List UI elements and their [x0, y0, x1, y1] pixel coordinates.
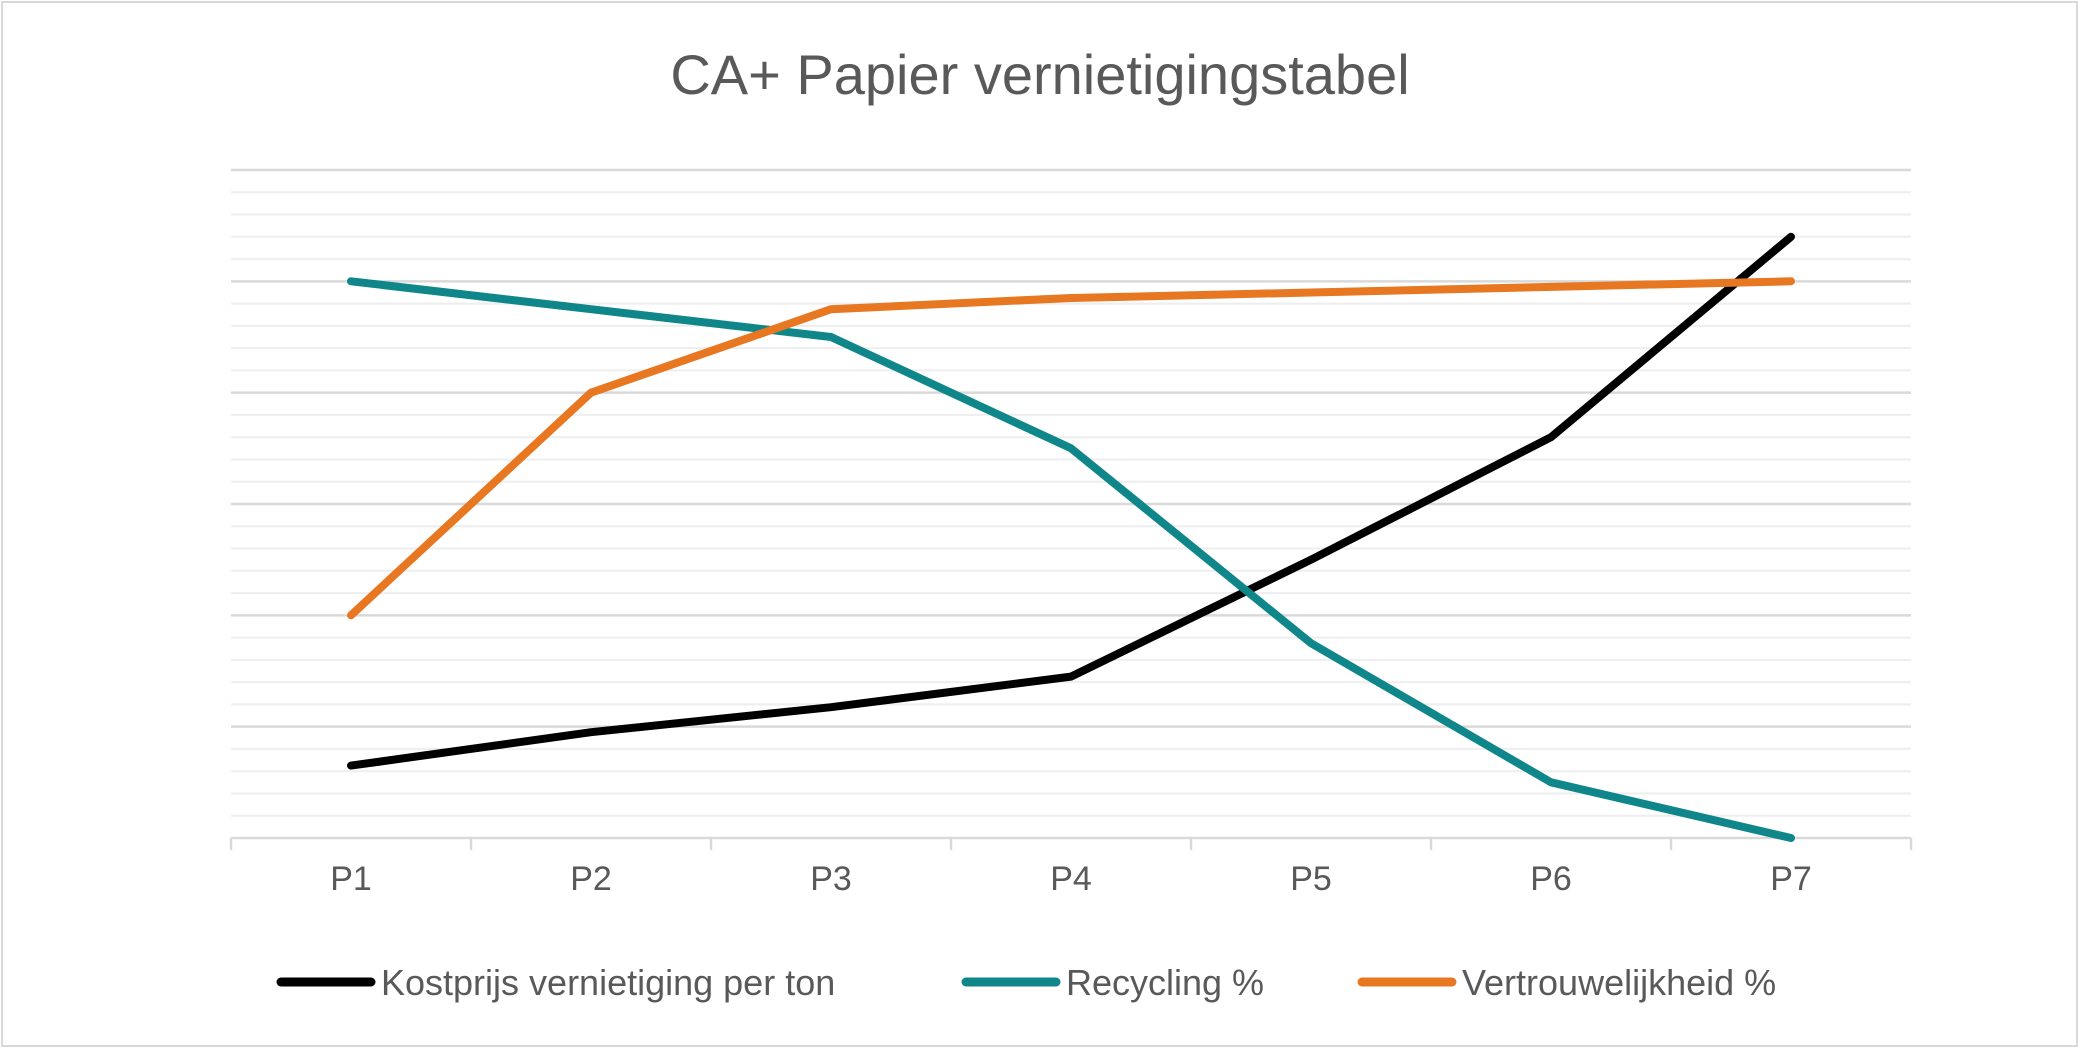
- x-tick-label: P6: [1530, 860, 1572, 898]
- legend-label: Recycling %: [1066, 962, 1264, 1003]
- legend: Kostprijs vernietiging per ton Recycling …: [276, 962, 1776, 1003]
- x-tick-label: P2: [570, 860, 612, 898]
- x-tick-label: P5: [1290, 860, 1332, 898]
- legend-label: Vertrouwelijkheid %: [1462, 962, 1776, 1003]
- x-tick-label: P7: [1770, 860, 1812, 898]
- gridlines: [231, 168, 1911, 817]
- x-axis: P1 P2 P3 P4 P5 P6 P7: [229, 836, 1913, 898]
- series-line-1: [347, 232, 1795, 770]
- series-lines: [347, 232, 1795, 842]
- series-line-2: [347, 277, 1795, 842]
- x-tick-label: P1: [330, 860, 372, 898]
- chart-title: CA+ Papier vernietigingstabel: [670, 43, 1409, 106]
- x-tick-label: P4: [1050, 860, 1092, 898]
- legend-label: Kostprijs vernietiging per ton: [381, 962, 835, 1003]
- x-tick-label: P3: [810, 860, 852, 898]
